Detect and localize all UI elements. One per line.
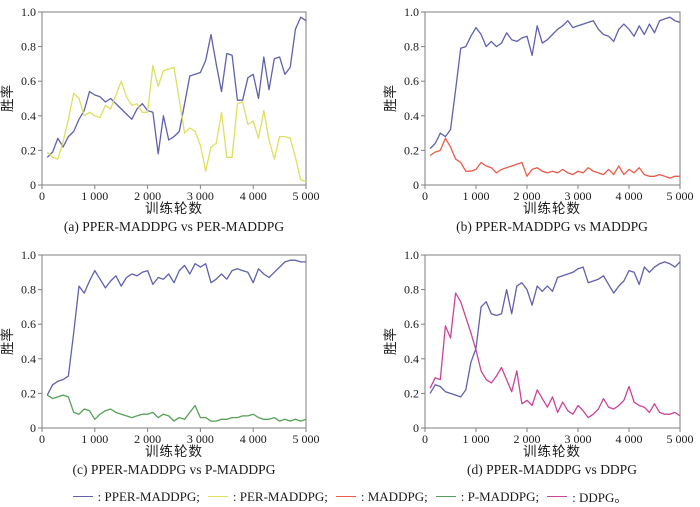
svg-text:4 000: 4 000 bbox=[616, 189, 643, 200]
legend-item-maddpg: : MADDPG; bbox=[335, 488, 428, 505]
svg-text:0.2: 0.2 bbox=[21, 143, 36, 157]
chart-d: 0 1 000 2 000 3 000 4 000 5 000 0 0.2 0.4 0.6 0.8 1… bbox=[350, 243, 700, 485]
svg-text:0.4: 0.4 bbox=[21, 352, 36, 366]
svg-text:3 000: 3 000 bbox=[565, 432, 592, 443]
svg-text:1.0: 1.0 bbox=[21, 5, 36, 19]
svg-text:2 000: 2 000 bbox=[134, 432, 161, 443]
svg-text:0.2: 0.2 bbox=[404, 143, 419, 157]
svg-text:5 000: 5 000 bbox=[293, 189, 320, 200]
svg-text:0.2: 0.2 bbox=[21, 386, 36, 400]
chart-c-canvas: 0 1 000 2 000 3 000 4 000 5 000 0 0.2 0.4 0.6 0.8 1… bbox=[0, 248, 320, 443]
chart-b-x-axis-label: 训练轮数 bbox=[523, 201, 581, 216]
chart-c-x-axis-label: 训练轮数 bbox=[145, 444, 203, 459]
svg-text:0: 0 bbox=[30, 178, 36, 192]
svg-text:1 000: 1 000 bbox=[463, 189, 490, 200]
svg-text:0: 0 bbox=[422, 432, 428, 443]
svg-text:1 000: 1 000 bbox=[81, 189, 108, 200]
svg-text:3 000: 3 000 bbox=[187, 189, 214, 200]
svg-text:1 000: 1 000 bbox=[81, 432, 108, 443]
svg-text:0: 0 bbox=[30, 421, 36, 435]
maddpg-line-swatch bbox=[335, 496, 356, 497]
chart-a: 0 1 000 2 000 3 000 4 000 5 000 0 0.2 0.4 0.6 0.8 1… bbox=[0, 0, 350, 242]
svg-text:0: 0 bbox=[39, 432, 45, 443]
svg-text:2 000: 2 000 bbox=[514, 189, 541, 200]
svg-text:0.8: 0.8 bbox=[21, 40, 36, 54]
chart-d-x-axis-label: 训练轮数 bbox=[523, 444, 581, 459]
legend-label-ddpg: : DDPG。 bbox=[572, 490, 628, 505]
chart-b: 0 1 000 2 000 3 000 4 000 5 000 0 0.2 0.4 0.6 0.8 1… bbox=[350, 0, 700, 242]
chart-a-x-axis-label: 训练轮数 bbox=[145, 201, 203, 216]
legend-item-per-maddpg: : PER-MADDPG; bbox=[207, 488, 328, 505]
svg-text:2 000: 2 000 bbox=[514, 432, 541, 443]
svg-text:4 000: 4 000 bbox=[240, 432, 267, 443]
svg-text:5 000: 5 000 bbox=[667, 432, 694, 443]
svg-text:3 000: 3 000 bbox=[565, 189, 592, 200]
svg-text:2 000: 2 000 bbox=[134, 189, 161, 200]
legend-label-p-maddpg: : P-MADDPG; bbox=[460, 488, 540, 504]
svg-text:0.6: 0.6 bbox=[21, 74, 36, 88]
legend-item-pper-maddpg: : PPER-MADDPG; bbox=[72, 488, 200, 505]
svg-text:0.4: 0.4 bbox=[404, 352, 419, 366]
chart-a-y-axis-label: 胜率 bbox=[0, 85, 15, 112]
svg-text:1.0: 1.0 bbox=[21, 248, 36, 262]
legend: : PPER-MADDPG; : PER-MADDPG; : MADDPG; :… bbox=[0, 486, 700, 507]
legend-item-ddpg: : DDPG。 bbox=[547, 487, 627, 506]
svg-text:0: 0 bbox=[422, 189, 428, 200]
chart-a-caption: (a) PPER-MADDPG vs PER-MADDPG bbox=[63, 219, 285, 234]
chart-d-canvas: 0 1 000 2 000 3 000 4 000 5 000 0 0.2 0.4 0.6 0.8 1… bbox=[382, 248, 694, 443]
chart-b-caption: (b) PPER-MADDPG vs MADDPG bbox=[456, 219, 648, 234]
svg-text:0.4: 0.4 bbox=[21, 109, 36, 123]
chart-d-caption: (d) PPER-MADDPG vs DDPG bbox=[467, 462, 637, 477]
pper-maddpg-line-swatch bbox=[72, 496, 93, 497]
svg-text:5 000: 5 000 bbox=[293, 432, 320, 443]
legend-item-p-maddpg: : P-MADDPG; bbox=[435, 488, 540, 505]
svg-text:4 000: 4 000 bbox=[616, 432, 643, 443]
legend-label-pper-maddpg: : PPER-MADDPG; bbox=[97, 488, 200, 504]
chart-b-canvas: 0 1 000 2 000 3 000 4 000 5 000 0 0.2 0.4 0.6 0.8 1… bbox=[382, 5, 694, 200]
chart-d-y-axis-label: 胜率 bbox=[382, 328, 398, 355]
ddpg-line-swatch bbox=[547, 496, 568, 497]
svg-text:1.0: 1.0 bbox=[404, 5, 419, 19]
svg-text:0.6: 0.6 bbox=[404, 317, 419, 331]
per-maddpg-line-swatch bbox=[207, 496, 228, 497]
svg-text:0.6: 0.6 bbox=[21, 317, 36, 331]
svg-text:0: 0 bbox=[413, 178, 419, 192]
svg-text:3 000: 3 000 bbox=[187, 432, 214, 443]
svg-text:0.8: 0.8 bbox=[21, 283, 36, 297]
chart-c: 0 1 000 2 000 3 000 4 000 5 000 0 0.2 0.4 0.6 0.8 1… bbox=[0, 243, 350, 485]
chart-c-y-axis-label: 胜率 bbox=[0, 328, 15, 355]
p-maddpg-line-swatch bbox=[435, 496, 456, 497]
svg-text:0.2: 0.2 bbox=[404, 386, 419, 400]
legend-label-maddpg: : MADDPG; bbox=[360, 488, 428, 504]
chart-b-y-axis-label: 胜率 bbox=[382, 85, 398, 112]
svg-text:5 000: 5 000 bbox=[667, 189, 694, 200]
svg-text:0: 0 bbox=[39, 189, 45, 200]
svg-text:1 000: 1 000 bbox=[463, 432, 490, 443]
svg-text:4 000: 4 000 bbox=[240, 189, 267, 200]
svg-text:0.4: 0.4 bbox=[404, 109, 419, 123]
svg-text:0.8: 0.8 bbox=[404, 283, 419, 297]
svg-text:1.0: 1.0 bbox=[404, 248, 419, 262]
legend-label-per-maddpg: : PER-MADDPG; bbox=[232, 488, 328, 504]
svg-text:0: 0 bbox=[413, 421, 419, 435]
svg-text:0.8: 0.8 bbox=[404, 40, 419, 54]
chart-c-caption: (c) PPER-MADDPG vs P-MADDPG bbox=[72, 462, 276, 477]
chart-a-canvas: 0 1 000 2 000 3 000 4 000 5 000 0 0.2 0.4 0.6 0.8 1… bbox=[0, 5, 320, 200]
svg-text:0.6: 0.6 bbox=[404, 74, 419, 88]
